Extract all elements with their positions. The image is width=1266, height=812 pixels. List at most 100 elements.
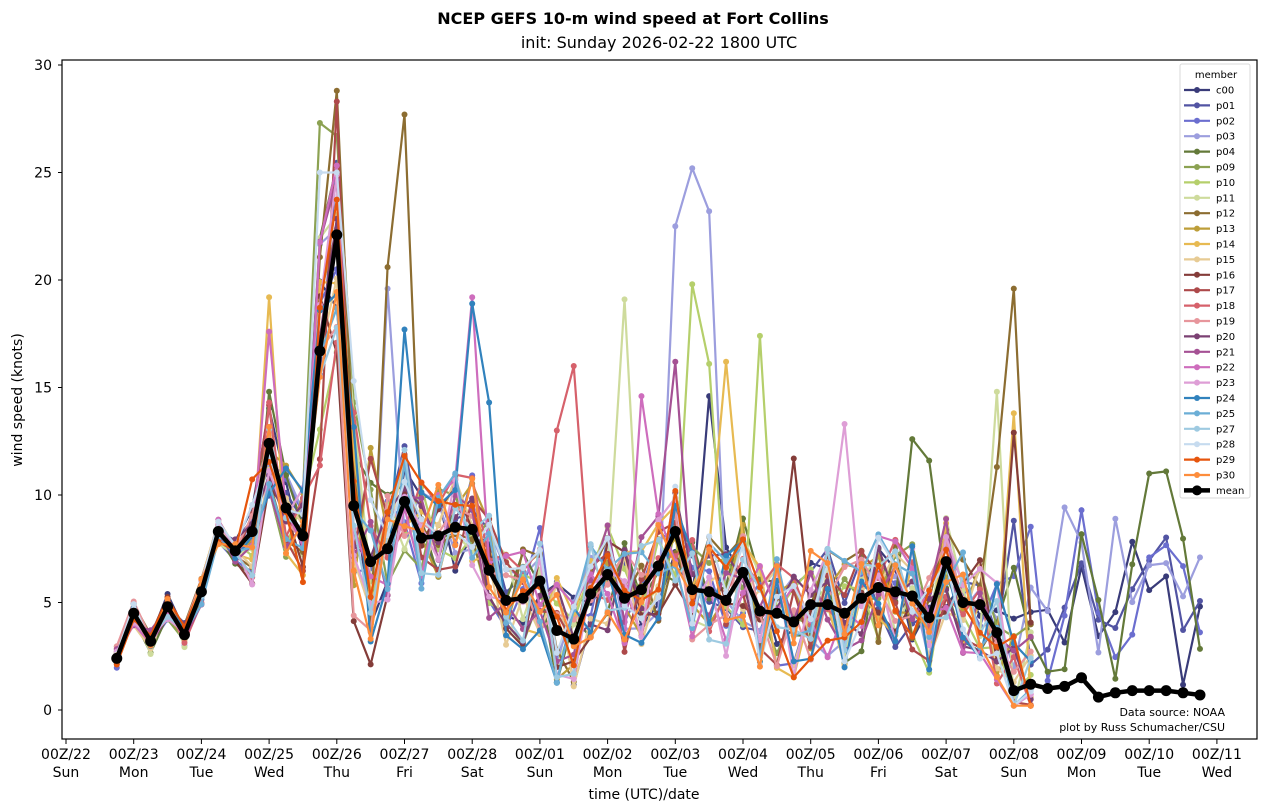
legend-label: mean [1216, 486, 1244, 497]
x-tick-label-time: 00Z/05 [786, 747, 836, 763]
member-point [926, 587, 933, 594]
member-point [435, 571, 442, 578]
x-tick-label-time: 00Z/26 [312, 747, 362, 763]
member-point [976, 642, 983, 649]
member-point [316, 239, 323, 246]
legend: member c00 p01 p02 p03 p04 p09 p10 p11 p12 p13 p14… [1179, 63, 1251, 499]
legend-label: p30 [1216, 471, 1235, 482]
legend-item-p10: p10 [1184, 178, 1235, 189]
legend-item-p28: p28 [1184, 440, 1235, 451]
member-point [350, 567, 357, 574]
chart-subtitle: init: Sunday 2026-02-22 1800 UTC [520, 33, 798, 52]
member-point [1180, 627, 1187, 634]
x-tick-label-time: 00Z/09 [1057, 747, 1107, 763]
member-point [401, 326, 408, 333]
legend-swatch-marker [1194, 133, 1200, 140]
legend-label: c00 [1216, 86, 1234, 97]
mean-point [178, 629, 190, 641]
member-point [536, 525, 543, 532]
member-point [469, 495, 476, 502]
member-point [266, 388, 273, 395]
x-axis-ticks: 00Z/22 Sun 00Z/23 Mon 00Z/24 Tue 00Z/25 Wed 00Z/… [41, 739, 1242, 781]
legend-swatch-marker [1194, 241, 1200, 247]
x-tick-label-day: Mon [593, 765, 623, 781]
member-point [519, 646, 526, 653]
legend-label: p10 [1216, 178, 1235, 189]
member-point [350, 522, 357, 529]
legend-swatch-marker [1194, 210, 1200, 217]
member-point [621, 540, 628, 547]
member-point [503, 609, 510, 616]
member-point [367, 444, 374, 451]
member-point [469, 554, 476, 561]
mean-point [246, 526, 258, 538]
member-point [418, 585, 425, 592]
mean-point [839, 607, 851, 619]
member-point [858, 603, 865, 610]
legend-label: p14 [1216, 240, 1235, 251]
member-point [519, 565, 526, 572]
member-point [672, 483, 679, 490]
member-point [570, 662, 577, 669]
member-point [909, 565, 916, 572]
member-point [756, 332, 763, 339]
member-point [418, 479, 425, 486]
member-point [943, 604, 950, 611]
member-point [706, 636, 713, 643]
member-point [723, 569, 730, 576]
member-point [1027, 655, 1034, 662]
member-point [1112, 609, 1119, 616]
mean-point [923, 612, 935, 624]
legend-label: p04 [1216, 147, 1235, 158]
legend-item-p14: p14 [1184, 240, 1235, 251]
member-point [993, 674, 1000, 681]
legend-item-p20: p20 [1184, 332, 1235, 343]
member-point [333, 196, 340, 203]
member-point [689, 550, 696, 557]
member-point [943, 546, 950, 553]
legend-swatch-marker [1194, 456, 1200, 463]
mean-line [111, 229, 1206, 703]
legend-label: p22 [1216, 363, 1235, 374]
member-point [316, 169, 323, 176]
member-point [875, 591, 882, 598]
member-point [638, 615, 645, 622]
member-point [587, 615, 594, 622]
x-tick-label-day: Wed [1202, 765, 1233, 781]
member-point [638, 598, 645, 605]
legend-swatch-marker [1194, 117, 1200, 124]
member-point [401, 478, 408, 485]
member-point [621, 636, 628, 643]
y-tick-label: 20 [34, 273, 52, 289]
member-point [655, 522, 662, 529]
member-point [638, 562, 645, 569]
legend-item-p03: p03 [1184, 132, 1235, 143]
member-lines [113, 87, 1203, 709]
member-point [689, 633, 696, 640]
legend-label: p02 [1216, 116, 1235, 127]
member-point [909, 608, 916, 615]
mean-point [1109, 687, 1121, 699]
legend-item-p22: p22 [1184, 363, 1235, 374]
member-point [553, 581, 560, 588]
member-point [1027, 629, 1034, 636]
mean-point [889, 586, 901, 598]
member-point [1146, 554, 1153, 561]
member-point [858, 637, 865, 644]
legend-label: p03 [1216, 132, 1235, 143]
member-point [1010, 615, 1017, 622]
mean-point [635, 584, 647, 596]
member-point [401, 523, 408, 530]
legend-label: p17 [1216, 286, 1235, 297]
member-point [1061, 612, 1068, 619]
member-point [333, 169, 340, 176]
member-point [790, 583, 797, 590]
member-point [773, 593, 780, 600]
member-point [587, 563, 594, 570]
mean-point [703, 586, 715, 598]
mean-point [940, 556, 952, 568]
member-point [807, 635, 814, 642]
member-point [672, 358, 679, 365]
member-point [1044, 677, 1051, 684]
member-point [621, 587, 628, 594]
